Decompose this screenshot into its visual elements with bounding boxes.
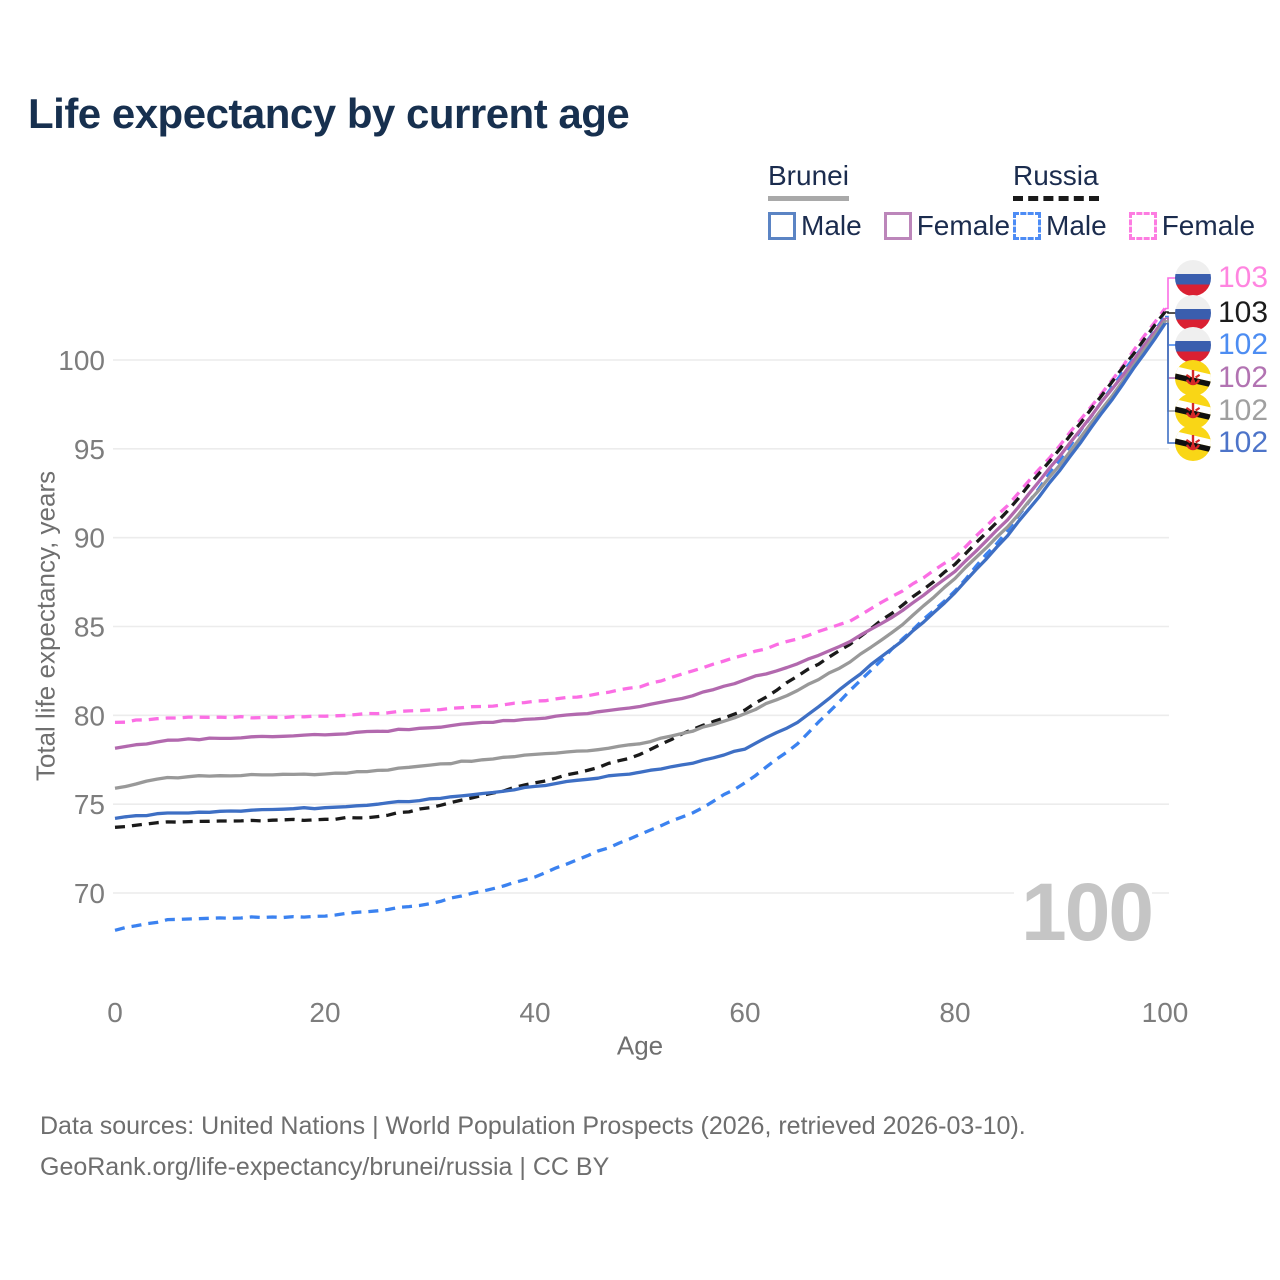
checkbox-brunei-male[interactable]	[768, 212, 796, 240]
svg-text:100: 100	[58, 345, 105, 376]
checkbox-russia-female[interactable]	[1128, 212, 1157, 240]
legend-label-russia-male: Male	[1046, 210, 1107, 241]
brunei-flag-icon	[1175, 360, 1211, 396]
footer-sources: Data sources: United Nations | World Pop…	[40, 1112, 1026, 1140]
svg-text:90: 90	[74, 523, 105, 554]
legend-item-russia-male[interactable]: Male	[1013, 210, 1107, 242]
legend-group-russia: Russia Male Female	[1013, 160, 1255, 242]
svg-text:0: 0	[107, 997, 123, 1028]
legend-label-brunei-female: Female	[916, 210, 1011, 241]
checkbox-brunei-female[interactable]	[883, 212, 912, 240]
end-label-brunei-female: 102	[1175, 360, 1268, 396]
svg-text:20: 20	[309, 997, 340, 1028]
end-value: 103	[1218, 296, 1269, 329]
legend-item-russia-female[interactable]: Female	[1128, 210, 1256, 242]
end-label-russia-both: 103	[1175, 295, 1268, 331]
russia-flag-icon	[1175, 260, 1211, 296]
russia-flag-icon	[1175, 327, 1211, 363]
legend-label-brunei-male: Male	[801, 210, 862, 241]
page-title: Life expectancy by current age	[28, 90, 630, 137]
svg-text:75: 75	[74, 789, 105, 820]
end-value: 102	[1218, 394, 1269, 427]
age-indicator: 100	[1014, 872, 1154, 954]
svg-text:70: 70	[74, 878, 105, 909]
x-axis-title: Age	[616, 1030, 664, 1061]
svg-text:95: 95	[74, 434, 105, 465]
legend-label-russia-female: Female	[1161, 210, 1256, 241]
end-value: 102	[1218, 426, 1269, 459]
legend-country-brunei[interactable]: Brunei	[768, 160, 849, 201]
y-axis-title: Total life expectancy, years	[30, 470, 61, 782]
svg-text:60: 60	[729, 997, 760, 1028]
end-label-russia-female: 103	[1175, 260, 1268, 296]
brunei-flag-icon	[1175, 425, 1211, 461]
legend-group-brunei: Brunei Male Female	[768, 160, 1010, 242]
svg-text:80: 80	[74, 700, 105, 731]
end-value: 103	[1218, 261, 1269, 294]
end-label-brunei-male: 102	[1175, 425, 1268, 461]
svg-text:85: 85	[74, 612, 105, 643]
svg-text:100: 100	[1142, 997, 1189, 1028]
footer: Data sources: United Nations | World Pop…	[40, 1106, 1026, 1188]
svg-text:40: 40	[519, 997, 550, 1028]
legend-item-brunei-female[interactable]: Female	[883, 210, 1011, 242]
russia-flag-icon	[1175, 295, 1211, 331]
brunei-flag-icon	[1175, 393, 1211, 429]
checkbox-russia-male[interactable]	[1013, 212, 1041, 240]
svg-text:80: 80	[939, 997, 970, 1028]
end-label-brunei-both: 102	[1175, 393, 1268, 429]
legend-item-brunei-male[interactable]: Male	[768, 210, 862, 242]
end-value: 102	[1218, 328, 1269, 361]
footer-attribution: GeoRank.org/life-expectancy/brunei/russi…	[40, 1153, 610, 1181]
legend-country-russia[interactable]: Russia	[1013, 160, 1099, 201]
end-label-russia-male: 102	[1175, 327, 1268, 363]
end-value: 102	[1218, 361, 1269, 394]
